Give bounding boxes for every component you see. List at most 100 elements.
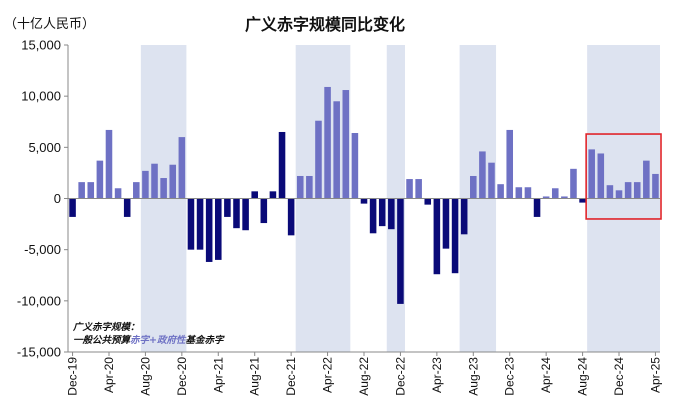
x-tick-label: Aug-21 <box>248 357 262 396</box>
bar-Sep-24 <box>588 149 595 199</box>
bar-Feb-20 <box>87 182 95 199</box>
x-tick-label: Apr-20 <box>102 357 116 393</box>
x-tick-label: Apr-21 <box>211 357 225 393</box>
bar-Sep-23 <box>479 151 486 199</box>
bar-May-21 <box>224 198 231 217</box>
legend-part-deficit-plus: 赤字+政府性 <box>130 334 187 346</box>
x-tick-label: Dec-23 <box>503 357 517 396</box>
bar-Dec-19 <box>69 198 76 217</box>
bars <box>69 86 659 304</box>
bar-Feb-25 <box>633 182 641 199</box>
bar-Aug-23 <box>470 175 477 199</box>
bar-Jan-20 <box>78 182 85 199</box>
bar-Oct-22 <box>378 198 386 227</box>
bar-Dec-21 <box>287 198 295 236</box>
bar-Jun-24 <box>561 196 568 199</box>
bar-Mar-25 <box>643 160 650 199</box>
y-tick-label: -15,000 <box>17 345 61 360</box>
bar-Mar-20 <box>96 160 104 199</box>
bar-Aug-21 <box>251 191 258 199</box>
y-tick-label: 15,000 <box>21 38 61 53</box>
legend-part-budget: 一般公共预算 <box>73 334 133 346</box>
bar-Nov-20 <box>169 164 177 199</box>
bar-Apr-23 <box>433 198 441 275</box>
y-tick-label: 10,000 <box>21 89 61 104</box>
bar-Jun-22 <box>342 90 350 199</box>
bar-Jul-24 <box>570 168 577 199</box>
bar-Jun-23 <box>451 198 459 274</box>
bar-Jan-25 <box>624 182 632 199</box>
bar-Oct-20 <box>160 178 167 199</box>
bar-Nov-21 <box>278 131 286 199</box>
bar-May-20 <box>114 188 122 199</box>
bar-Nov-22 <box>388 198 395 230</box>
x-tick-label: Dec-22 <box>393 357 407 396</box>
highlight-box <box>585 133 662 220</box>
bar-Jul-22 <box>351 133 359 199</box>
bar-Mar-23 <box>424 198 432 205</box>
bar-Nov-24 <box>606 185 614 199</box>
chart-title: 广义赤字规模同比变化 <box>245 15 405 34</box>
x-tick-label: Aug-23 <box>466 357 480 396</box>
y-tick-label: -10,000 <box>17 293 61 308</box>
bar-Apr-20 <box>105 129 113 199</box>
x-tick-label: Aug-22 <box>357 357 371 396</box>
bar-Apr-24 <box>542 196 550 199</box>
legend-title: 广义赤字规模： <box>72 321 140 333</box>
bar-Jul-20 <box>133 182 140 199</box>
bar-Apr-25 <box>652 173 659 199</box>
bar-Dec-20 <box>178 137 186 199</box>
bar-Nov-23 <box>497 184 504 199</box>
x-tick-label: Dec-20 <box>175 357 189 396</box>
x-axis-ticks: Dec-19 Apr-20 Aug-20 Dec-20 Apr-21 Aug-21 Dec-… <box>66 352 662 396</box>
bar-May-22 <box>333 101 340 199</box>
y-tick-label: 5,000 <box>28 140 61 155</box>
bar-Feb-22 <box>306 175 313 199</box>
bar-Jul-23 <box>460 198 468 235</box>
bar-Mar-21 <box>205 198 213 262</box>
bar-Mar-24 <box>533 198 541 217</box>
bar-Mar-22 <box>315 120 322 199</box>
x-tick-label: Aug-24 <box>576 357 590 396</box>
legend-definition: 一般公共预算赤字+政府性基金赤字 <box>73 334 225 346</box>
x-tick-label: Dec-19 <box>66 357 80 396</box>
bar-Feb-23 <box>415 179 422 199</box>
x-tick-label: Dec-21 <box>284 357 298 396</box>
bar-Sep-22 <box>369 198 377 234</box>
bar-Aug-22 <box>360 198 368 204</box>
bar-Oct-23 <box>488 162 495 199</box>
bar-Feb-24 <box>524 187 532 199</box>
bar-Jan-22 <box>296 175 304 199</box>
y-axis-unit-label: （十亿人民币） <box>4 17 95 32</box>
x-tick-label: Apr-23 <box>430 357 444 393</box>
bar-Oct-21 <box>269 191 277 199</box>
bar-Apr-22 <box>324 86 331 199</box>
x-tick-label: Apr-25 <box>648 357 662 393</box>
x-tick-label: Apr-24 <box>539 357 553 393</box>
bar-Aug-24 <box>579 198 586 203</box>
bar-Jan-24 <box>515 187 523 199</box>
bar-Sep-20 <box>151 163 158 199</box>
bar-Jun-21 <box>233 198 240 229</box>
x-tick-label: Apr-22 <box>321 357 335 393</box>
y-axis-ticks: 15,000 10,000 5,000 0 -5,000 -10,000 -15,000 <box>17 38 68 360</box>
highlight-box-group <box>585 133 662 220</box>
y-tick-label: 0 <box>54 191 61 206</box>
bar-Aug-20 <box>142 170 149 199</box>
legend-part-fund: 基金赤字 <box>185 334 225 346</box>
bar-Jan-21 <box>187 198 195 250</box>
y-tick-label: -5,000 <box>24 242 61 257</box>
bar-Dec-24 <box>615 190 623 199</box>
bar-May-24 <box>551 188 559 199</box>
bar-Jan-23 <box>406 179 413 199</box>
x-tick-label: Aug-20 <box>138 357 152 396</box>
bar-Oct-24 <box>597 153 605 199</box>
x-tick-label: Dec-24 <box>612 357 626 396</box>
bar-Jul-21 <box>242 198 249 231</box>
bar-Dec-22 <box>397 198 404 304</box>
bar-Apr-21 <box>214 198 222 260</box>
bar-Jun-20 <box>123 198 131 217</box>
bar-Sep-21 <box>260 198 268 224</box>
